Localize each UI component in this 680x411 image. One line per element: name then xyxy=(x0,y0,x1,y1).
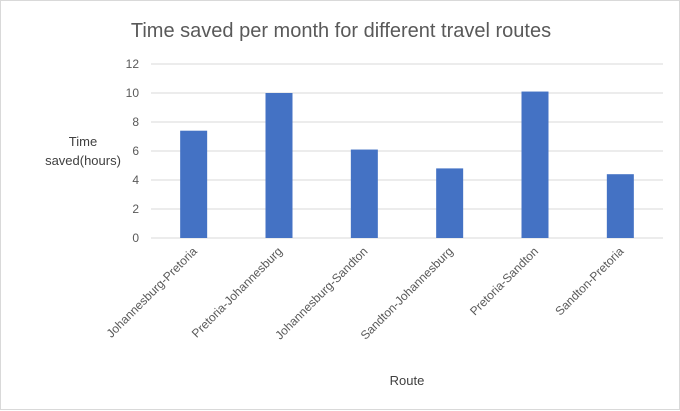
bar-sandton-pretoria xyxy=(606,174,634,238)
y-axis-label-line-1: Time xyxy=(69,134,97,149)
bar-sandton-johannesburg xyxy=(436,168,464,238)
bar-johannesburg-sandton xyxy=(350,149,378,238)
x-tick-label: Sandton-Johannesburg xyxy=(358,244,456,342)
gridlines xyxy=(151,63,663,239)
y-tick-label: 2 xyxy=(132,202,139,216)
y-tick-label: 10 xyxy=(126,86,140,100)
y-tick-label: 8 xyxy=(132,115,139,129)
y-tick-label: 12 xyxy=(126,57,140,71)
bar-johannesburg-pretoria xyxy=(180,130,208,238)
chart-title: Time saved per month for different trave… xyxy=(131,20,551,42)
x-axis-label: Route xyxy=(390,373,425,388)
bars xyxy=(180,91,634,238)
y-tick-labels: 0 2 4 6 8 10 12 xyxy=(126,57,140,245)
y-tick-label: 4 xyxy=(132,173,139,187)
x-tick-label: Johannesburg-Pretoria xyxy=(104,244,200,340)
bar-pretoria-sandton xyxy=(521,91,549,238)
x-tick-label: Sandton-Pretoria xyxy=(552,244,626,318)
y-tick-label: 0 xyxy=(132,231,139,245)
x-tick-label: Johannesburg-Sandton xyxy=(272,244,370,342)
y-axis-label-line-2: saved(hours) xyxy=(45,153,121,168)
y-tick-label: 6 xyxy=(132,144,139,158)
x-tick-label: Pretoria-Johannesburg xyxy=(189,244,285,340)
bar-pretoria-johannesburg xyxy=(265,93,293,238)
x-tick-label: Pretoria-Sandton xyxy=(467,244,541,318)
x-tick-labels: Johannesburg-PretoriaPretoria-Johannesbu… xyxy=(104,244,627,342)
